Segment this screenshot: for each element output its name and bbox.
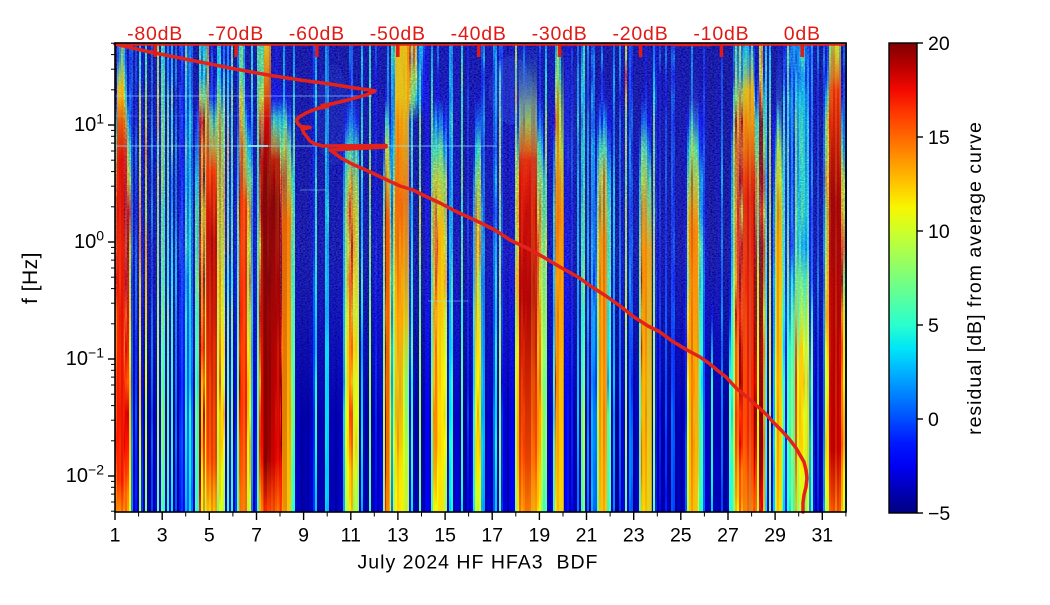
- svg-text:31: 31: [811, 525, 833, 547]
- svg-text:15: 15: [434, 525, 456, 547]
- svg-text:23: 23: [623, 525, 645, 547]
- svg-text:-10dB: -10dB: [693, 23, 749, 45]
- svg-text:27: 27: [717, 525, 739, 547]
- svg-text:−5: −5: [928, 503, 950, 525]
- svg-text:July 2024 HF HFA3 BDF: July 2024 HF HFA3 BDF: [358, 552, 599, 574]
- svg-text:21: 21: [576, 525, 598, 547]
- svg-text:13: 13: [387, 525, 409, 547]
- svg-text:0dB: 0dB: [784, 23, 821, 45]
- svg-text:10: 10: [928, 221, 950, 243]
- svg-text:1: 1: [110, 525, 121, 547]
- svg-text:-60dB: -60dB: [289, 23, 345, 45]
- svg-text:25: 25: [670, 525, 692, 547]
- svg-text:3: 3: [157, 525, 168, 547]
- svg-text:-30dB: -30dB: [532, 23, 588, 45]
- svg-text:residual [dB] from average cur: residual [dB] from average curve: [964, 121, 986, 435]
- svg-text:-40dB: -40dB: [451, 23, 507, 45]
- svg-text:11: 11: [341, 525, 361, 547]
- svg-text:5: 5: [928, 315, 939, 337]
- svg-text:20: 20: [928, 33, 950, 55]
- svg-text:-80dB: -80dB: [127, 23, 183, 45]
- svg-text:5: 5: [204, 525, 215, 547]
- svg-text:19: 19: [529, 525, 551, 547]
- svg-text:f [Hz]: f [Hz]: [19, 252, 42, 304]
- svg-text:7: 7: [251, 525, 262, 547]
- svg-text:-70dB: -70dB: [208, 23, 264, 45]
- svg-text:17: 17: [481, 525, 503, 547]
- svg-text:29: 29: [764, 525, 786, 547]
- svg-text:0: 0: [928, 409, 939, 431]
- svg-text:15: 15: [928, 127, 950, 149]
- svg-text:-50dB: -50dB: [370, 23, 426, 45]
- svg-text:-20dB: -20dB: [612, 23, 668, 45]
- svg-text:9: 9: [298, 525, 309, 547]
